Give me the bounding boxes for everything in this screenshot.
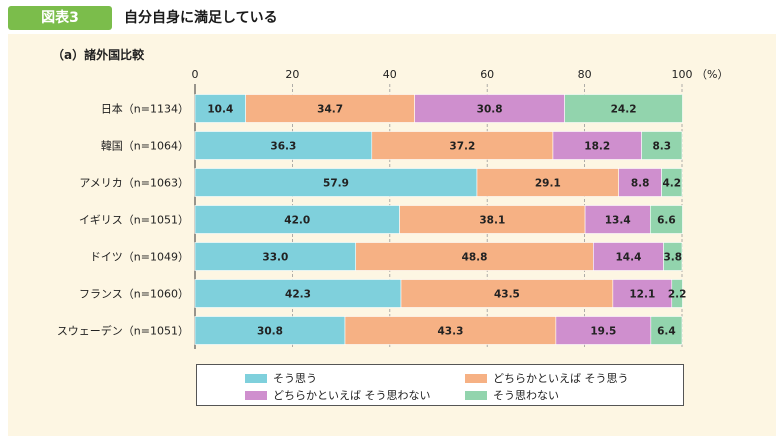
legend-swatch-agree [245, 373, 267, 383]
data-label: 48.8 [462, 252, 488, 264]
data-label: 34.7 [317, 104, 343, 116]
bar-segment [399, 205, 586, 234]
bar-segment [584, 205, 651, 234]
bar-segment [414, 94, 565, 123]
stacked-bar-chart: 0 20 40 60 80 100 （%） 日本（n=1134） 10.4 34.7 30.8 24.… [57, 68, 728, 349]
data-label: 36.3 [270, 141, 296, 153]
bar-segment [564, 94, 683, 123]
category-label: イギリス（n=1051） [79, 214, 189, 227]
bar-segment [245, 94, 415, 123]
legend-label-disagree: そう思わない [493, 389, 559, 402]
bar-segment [618, 168, 662, 197]
bar-segment [194, 279, 402, 308]
data-label: 42.3 [285, 289, 311, 301]
data-label: 2.2 [668, 289, 687, 301]
legend-item-somewhat-agree: どちらかといえば そう思う [465, 370, 629, 386]
x-tick-label: 0 [192, 68, 199, 81]
bar-segment [400, 279, 614, 308]
legend-swatch-somewhat-agree [465, 373, 487, 383]
category-label: スウェーデン（n=1051） [57, 324, 189, 338]
x-tick-label: 60 [480, 68, 494, 81]
data-label: 6.6 [657, 215, 676, 227]
bar-segment [194, 205, 400, 234]
bar-segment [663, 242, 683, 271]
data-label: 14.4 [615, 252, 641, 264]
data-label: 10.4 [207, 104, 233, 116]
data-label: 43.3 [437, 326, 463, 338]
category-label: フランス（n=1060） [79, 288, 189, 301]
data-label: 29.1 [535, 178, 561, 190]
data-label: 18.2 [584, 141, 610, 153]
x-tick-label: 40 [383, 68, 397, 81]
data-label: 33.0 [262, 252, 288, 264]
category-label: ドイツ（n=1049） [90, 251, 189, 264]
bar-segment [661, 168, 683, 197]
bar-segment [194, 168, 478, 197]
bar-segment [650, 205, 683, 234]
data-label: 38.1 [479, 215, 505, 227]
x-tick-label: 80 [578, 68, 592, 81]
x-axis-unit: （%） [696, 68, 728, 81]
data-label: 8.8 [631, 178, 650, 190]
legend-label-somewhat-agree: どちらかといえば そう思う [493, 372, 629, 385]
data-label: 4.2 [662, 178, 681, 190]
bar-segment [355, 242, 594, 271]
category-label: 日本（n=1134） [101, 102, 189, 116]
data-label: 6.4 [657, 326, 676, 338]
data-label: 30.8 [257, 326, 283, 338]
data-label: 12.1 [629, 289, 655, 301]
bar-segment [555, 316, 652, 345]
data-label: 3.8 [663, 252, 682, 264]
legend-swatch-somewhat-disagree [245, 390, 267, 400]
legend-item-disagree: そう思わない [465, 387, 559, 403]
figure-title: 自分自身に満足している [124, 10, 278, 26]
data-label: 24.2 [611, 104, 637, 116]
bar-segment [641, 131, 683, 160]
x-tick-label: 20 [285, 68, 299, 81]
x-tick-label: 100 [672, 68, 693, 81]
chart-subtitle: （a）諸外国比較 [52, 48, 145, 62]
data-label: 19.5 [590, 326, 616, 338]
category-label: アメリカ（n=1063） [79, 177, 189, 190]
chart-legend: そう思う どちらかといえば そう思う どちらかといえば そう思わない そう思わな… [196, 364, 684, 406]
legend-item-agree: そう思う [245, 370, 317, 386]
figure-number-badge: 図表3 [8, 6, 112, 30]
bar-segment [194, 242, 357, 271]
data-label: 8.3 [652, 141, 671, 153]
bar-segment [344, 316, 557, 345]
data-label: 30.8 [477, 104, 503, 116]
bar-segment [671, 279, 683, 308]
bar-segment [194, 131, 373, 160]
data-label: 37.2 [449, 141, 475, 153]
data-label: 57.9 [323, 178, 349, 190]
data-label: 13.4 [605, 215, 631, 227]
bar-segment [194, 316, 346, 345]
bar-segment [194, 94, 246, 123]
bar-segment [593, 242, 664, 271]
legend-swatch-disagree [465, 390, 487, 400]
legend-label-agree: そう思う [273, 372, 317, 385]
legend-item-somewhat-disagree: どちらかといえば そう思わない [245, 387, 431, 403]
bar-segment [371, 131, 554, 160]
chart-panel: （a）諸外国比較 0 20 40 60 80 100 （%） 日本（n=1134） 10.4 34… [8, 34, 776, 436]
data-label: 42.0 [284, 215, 310, 227]
data-label: 43.5 [494, 289, 520, 301]
category-label: 韓国（n=1064） [101, 140, 189, 153]
bar-segment [650, 316, 683, 345]
legend-label-somewhat-disagree: どちらかといえば そう思わない [273, 389, 431, 402]
